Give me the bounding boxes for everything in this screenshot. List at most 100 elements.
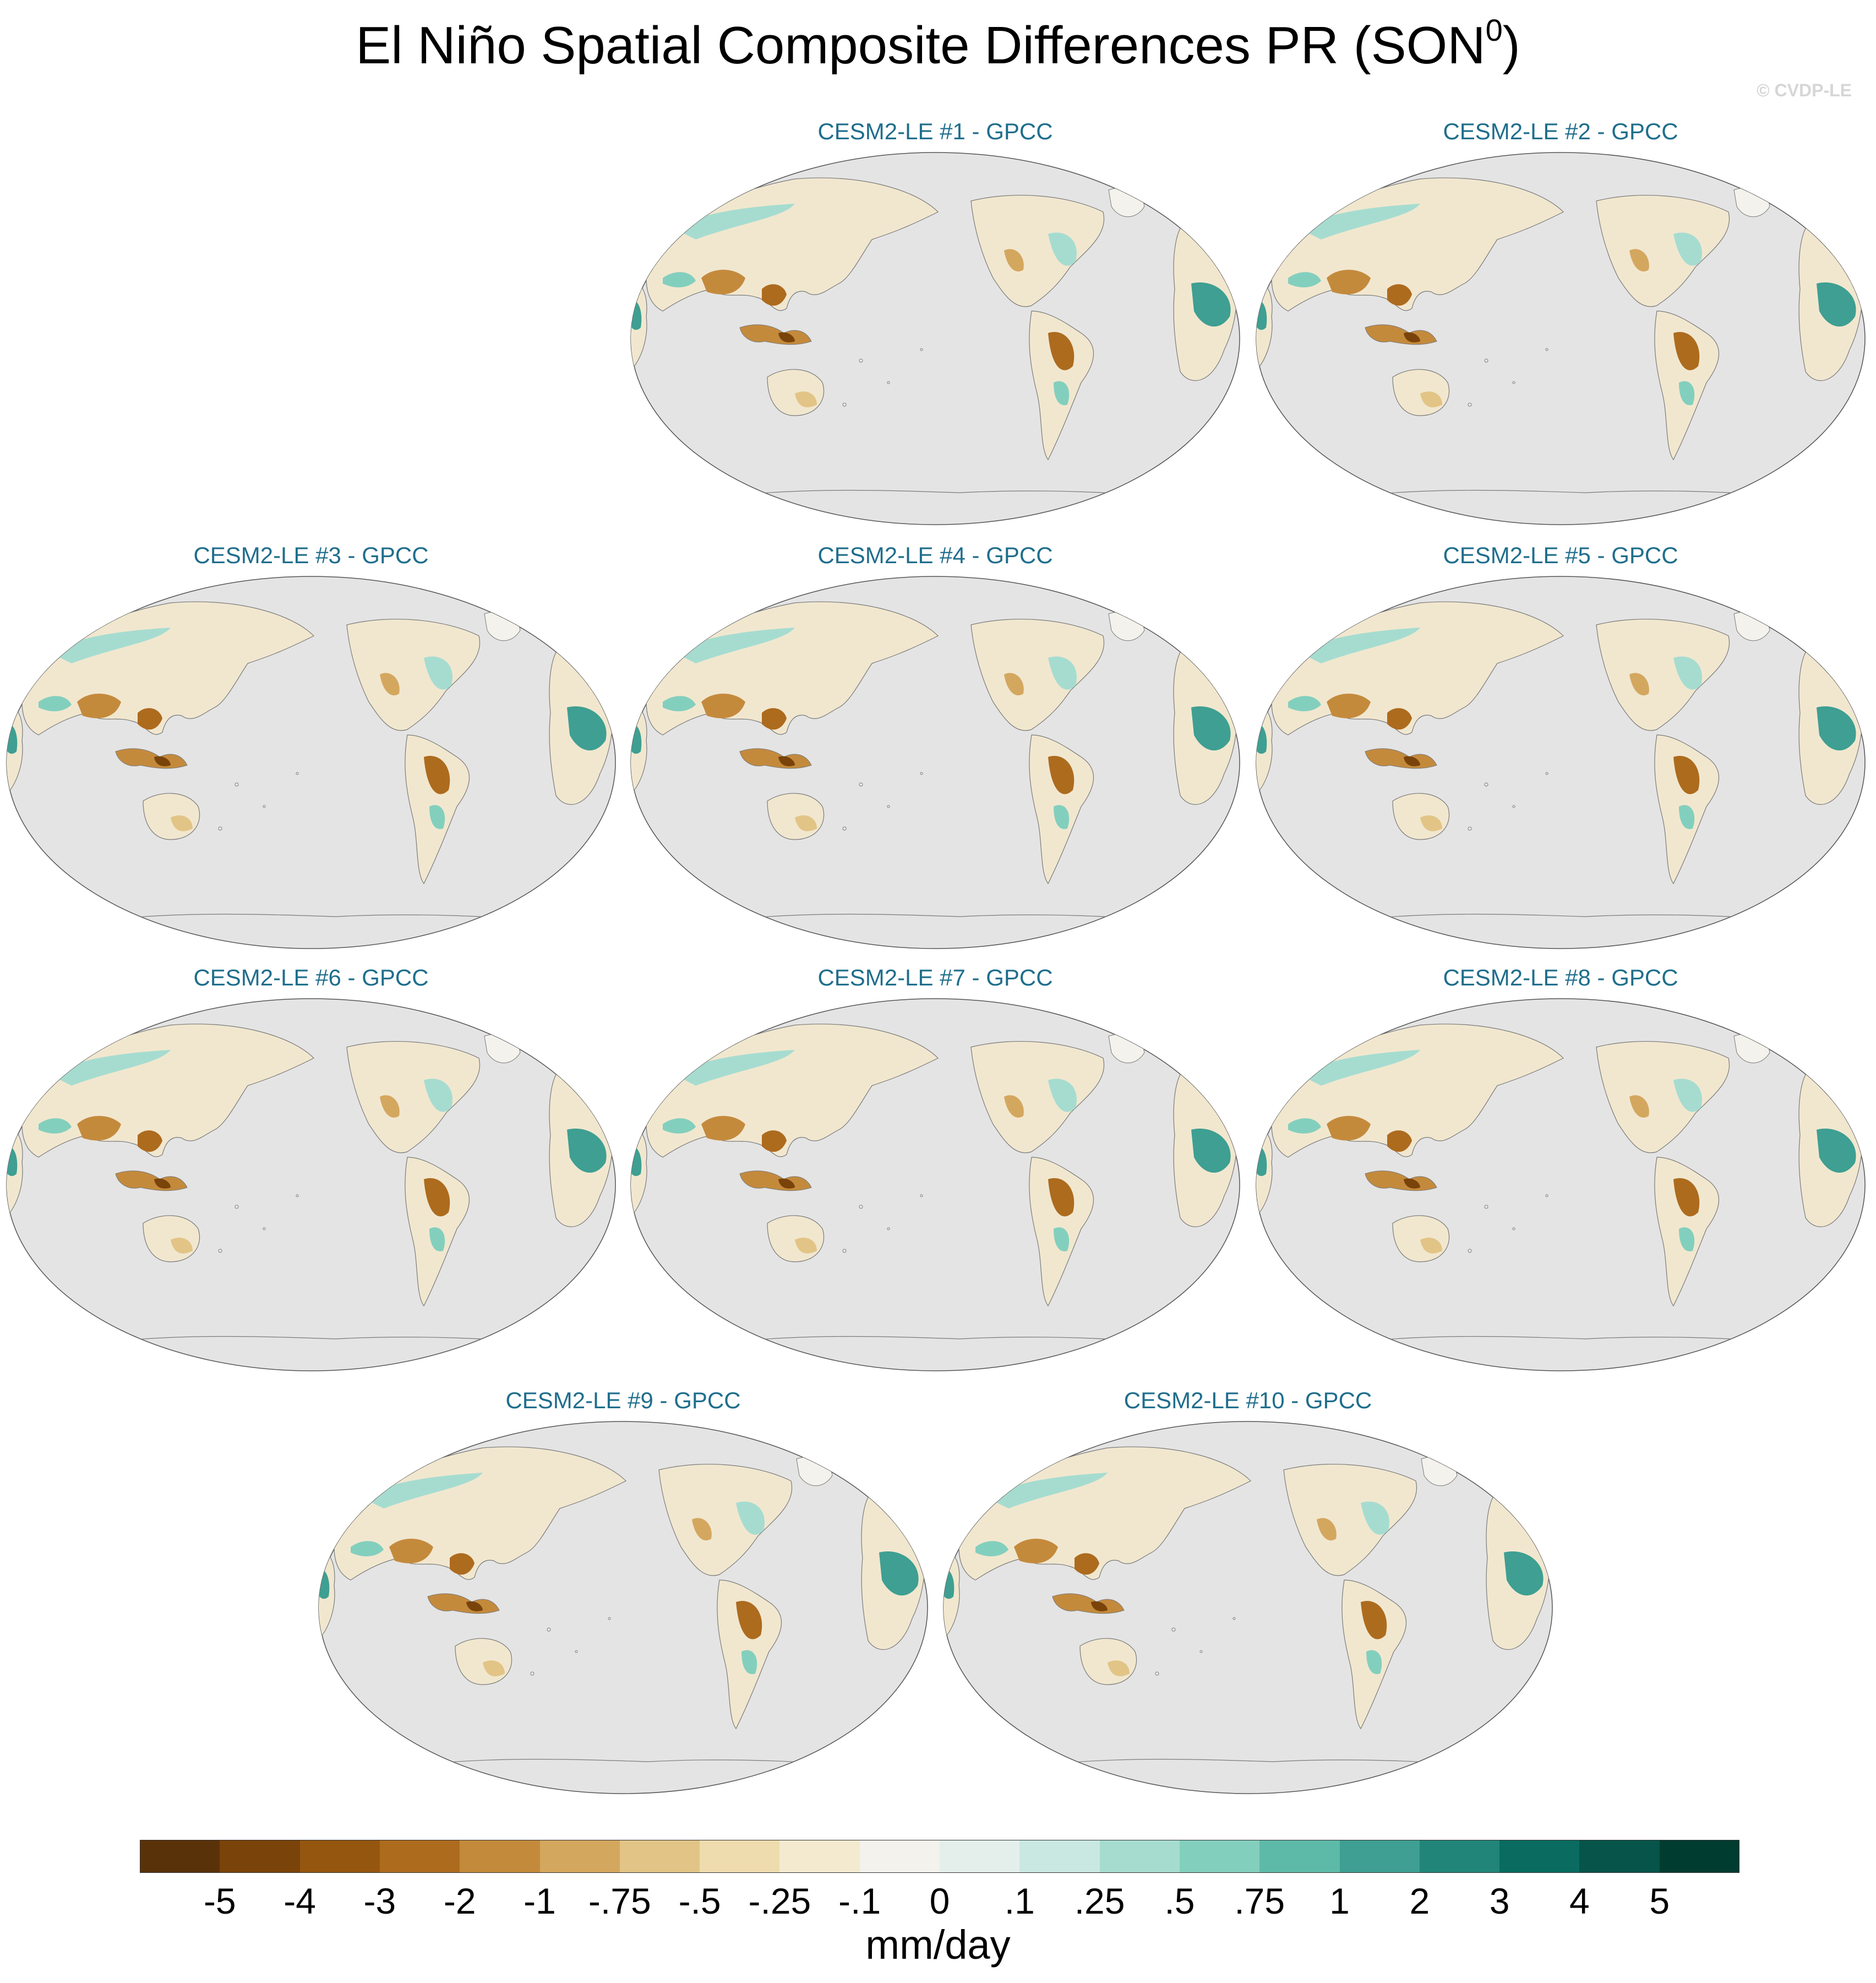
australia-patch	[1420, 815, 1442, 831]
colorbar-box	[859, 1840, 940, 1873]
colorbar-box	[1099, 1840, 1180, 1873]
south-america-wet	[1679, 805, 1695, 829]
colorbar-box	[1179, 1840, 1260, 1873]
colorbar-frame	[140, 1840, 1739, 1873]
world-map	[943, 1421, 1553, 1794]
south-america-dry	[1361, 1601, 1387, 1639]
eurasia-wet-patch	[674, 628, 795, 663]
maritime-dark	[1404, 756, 1420, 766]
map-panel-8: CESM2-LE #8 - GPCC	[1255, 965, 1866, 1372]
eurasia-dry-patch-2	[762, 284, 787, 306]
world-map	[6, 576, 616, 949]
south-america-dry	[1048, 332, 1075, 371]
colorbar-box	[1579, 1840, 1660, 1873]
north-america-dry	[692, 1518, 712, 1541]
world-map	[1256, 576, 1866, 949]
australia-patch	[171, 1238, 193, 1254]
maritime-dark	[778, 1178, 795, 1189]
colorbar-tick-label: -3	[363, 1881, 396, 1921]
maritime-dark	[154, 1178, 171, 1189]
world-map	[1256, 152, 1866, 525]
cvdp-credit: © CVDP-LE	[1757, 80, 1852, 100]
north-america-land	[346, 619, 481, 731]
south-america-dry	[424, 756, 450, 794]
land-masses	[944, 1446, 1551, 1768]
south-america-dry	[1048, 756, 1075, 794]
colorbar-tick-label: -.25	[748, 1881, 811, 1921]
land-masses	[1256, 601, 1863, 923]
title-close: )	[1502, 16, 1520, 75]
land-masses	[7, 601, 614, 923]
map-panel-3: CESM2-LE #3 - GPCC	[6, 542, 617, 950]
eurasia-wet-patch	[50, 1050, 171, 1086]
panel-title: CESM2-LE #10 - GPCC	[1124, 1387, 1372, 1413]
land-masses	[631, 1023, 1238, 1345]
australia-patch	[795, 1238, 817, 1254]
colorbar-box	[1259, 1840, 1340, 1873]
colorbar-tick-label: -.5	[678, 1881, 721, 1921]
colorbar-tick-label: -4	[283, 1881, 316, 1921]
map-panel-4: CESM2-LE #4 - GPCC	[630, 542, 1241, 950]
colorbar-tick-label: .5	[1164, 1881, 1195, 1921]
colorbar-tick-label: 5	[1649, 1881, 1670, 1921]
eurasia-dry-patch	[701, 694, 745, 718]
map-panel-5: CESM2-LE #5 - GPCC	[1255, 542, 1866, 950]
colorbar-box	[539, 1840, 620, 1873]
panel-title: CESM2-LE #1 - GPCC	[817, 118, 1053, 144]
africa-right-wet	[567, 1129, 607, 1173]
eurasia-wet-patch-2	[1288, 696, 1321, 711]
land-masses	[631, 601, 1238, 923]
north-america-land	[970, 195, 1105, 307]
panel-title: CESM2-LE #2 - GPCC	[1443, 118, 1678, 144]
south-america-wet	[1679, 381, 1695, 405]
colorbar-box	[299, 1840, 380, 1873]
south-america-wet	[1054, 381, 1070, 405]
colorbar-tick-label: .25	[1074, 1881, 1125, 1921]
australia-patch	[795, 815, 817, 831]
africa-right-wet	[1817, 1129, 1856, 1173]
map-panel-10: CESM2-LE #10 - GPCC	[942, 1387, 1553, 1795]
panel-title: CESM2-LE #5 - GPCC	[1443, 542, 1678, 568]
south-america-dry	[1673, 332, 1700, 371]
colorbar-tick-label: -.1	[838, 1881, 881, 1921]
australia-patch	[1108, 1660, 1130, 1676]
eurasia-dry-patch-2	[1075, 1553, 1099, 1575]
north-america-wet	[1361, 1501, 1389, 1535]
colorbar-box	[140, 1840, 220, 1873]
colorbar-tick-label: .75	[1234, 1881, 1285, 1921]
world-map	[630, 576, 1240, 949]
north-america-dry	[1004, 673, 1024, 696]
eurasia-dry-patch	[1327, 1116, 1371, 1141]
eurasia-wet-patch-2	[1288, 272, 1321, 287]
map-panel-9: CESM2-LE #9 - GPCC	[318, 1387, 929, 1795]
eurasia-wet-patch	[50, 628, 171, 663]
colorbar-tick-label: -2	[443, 1881, 476, 1921]
title-superscript: 0	[1485, 13, 1503, 47]
land-masses	[631, 177, 1238, 499]
australia-patch	[795, 391, 817, 407]
world-map	[630, 152, 1240, 525]
africa-right-wet	[1817, 706, 1856, 751]
eurasia-dry-patch-2	[1387, 708, 1412, 730]
maritime-dark	[778, 332, 795, 342]
colorbar-tick-label: -1	[523, 1881, 556, 1921]
eurasia-wet-patch	[1299, 204, 1420, 239]
world-map	[6, 998, 616, 1371]
colorbar-units: mm/day	[865, 1922, 1011, 1968]
africa-right-wet	[1817, 282, 1856, 327]
eurasia-dry-patch	[1327, 270, 1371, 295]
colorbar-box	[700, 1840, 780, 1873]
eurasia-wet-patch-2	[975, 1541, 1008, 1556]
australia-patch	[1420, 1238, 1442, 1254]
south-america-wet	[429, 805, 445, 829]
africa-right-wet	[1504, 1551, 1544, 1596]
colorbar-tick-label: -.75	[588, 1881, 651, 1921]
colorbar-tick-label: 3	[1489, 1881, 1510, 1921]
eurasia-wet-patch-2	[39, 696, 72, 711]
eurasia-wet-patch-2	[351, 1541, 384, 1556]
colorbar-tick-label: 2	[1409, 1881, 1430, 1921]
maritime-dark	[1404, 332, 1420, 342]
africa-right-wet	[879, 1551, 919, 1596]
north-america-wet	[424, 656, 452, 690]
eurasia-wet-patch-2	[39, 1118, 72, 1134]
